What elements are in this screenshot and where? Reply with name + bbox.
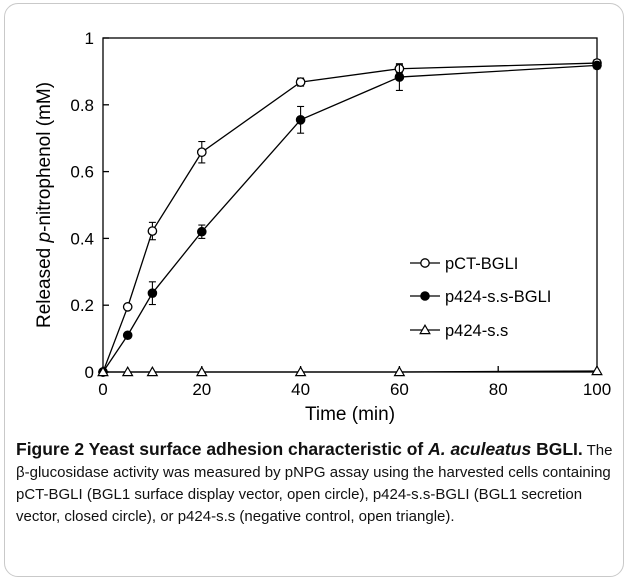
marker-filled-circle [295,115,306,125]
y-tick-label: 0 [85,363,94,382]
y-axis: 0 0.2 0.4 0.6 0.8 1 [70,29,109,382]
y-tick-label: 0.8 [70,96,94,115]
y-tick-label: 0.6 [70,163,94,182]
legend-label: p424-s.s [445,322,508,340]
marker-open-triangle [146,365,159,377]
x-axis: 0 20 40 60 80 100 [98,366,611,399]
x-tick-label: 0 [98,380,107,399]
x-tick-label: 100 [583,380,611,399]
series-line [102,62,598,373]
marker-open-triangle [195,365,208,377]
y-axis-label: Released p-nitrophenol (mM) [34,82,55,328]
marker-filled-circle [122,330,133,341]
plot-area [102,37,598,373]
caption-title-species: A. aculeatus [428,439,532,459]
legend-item: pCT-BGLI [410,255,518,273]
line-chart: 0 0.2 0.4 0.6 0.8 1 0 20 40 60 80 100 Time (min) R… [34,29,611,425]
caption-title-prefix: Figure 2 Yeast surface adhesion characte… [16,439,429,459]
marker-open-circle [295,77,306,87]
marker-filled-circle [147,288,158,298]
series-p424-s.s-BGLI [98,60,602,377]
marker-filled-circle [420,291,430,301]
series-pCT-BGLI [98,58,602,377]
series-line [102,64,598,373]
y-axis-label-part2: -nitrophenol (mM) [34,82,55,232]
marker-open-triangle [419,323,431,335]
marker-open-triangle [97,365,109,377]
marker-filled-circle [197,226,207,237]
figure-frame [4,3,624,577]
marker-filled-circle [394,72,405,82]
legend-item: p424-s.s-BGLI [410,288,551,306]
x-tick-label: 80 [489,380,508,399]
x-tick-label: 60 [390,380,409,399]
marker-open-triangle [294,365,307,377]
marker-open-circle [196,147,207,158]
caption-title: Figure 2 Yeast surface adhesion characte… [16,439,583,459]
y-axis-label-italic: p [34,232,55,244]
marker-open-circle [420,258,430,268]
marker-open-circle [122,302,133,312]
legend-item: p424-s.s [410,322,508,340]
caption-body: The β-glucosidase activity was measured … [16,442,613,525]
y-tick-label: 0.2 [70,296,94,315]
x-axis-label: Time (min) [305,404,395,425]
legend-label: pCT-BGLI [445,255,518,273]
series-layer [97,58,603,377]
y-tick-label: 0.4 [70,229,94,248]
marker-open-triangle [393,365,406,377]
legend-label: p424-s.s-BGLI [445,288,551,306]
x-tick-label: 40 [291,380,310,399]
marker-open-triangle [591,364,603,376]
series-p424-s.s [97,364,603,377]
marker-open-triangle [121,365,134,377]
y-axis-label-part1: Released [34,242,55,328]
caption-title-suffix: BGLI. [536,439,583,459]
y-tick-label: 1 [85,29,94,48]
x-tick-label: 20 [192,380,211,399]
marker-filled-circle [592,60,602,71]
legend: pCT-BGLI p424-s.s-BGLI p424-s.s [410,255,551,340]
plot-border [102,37,598,373]
marker-open-circle [147,226,158,236]
series-line [103,370,598,373]
figure-caption: Figure 2 Yeast surface adhesion characte… [16,436,616,528]
